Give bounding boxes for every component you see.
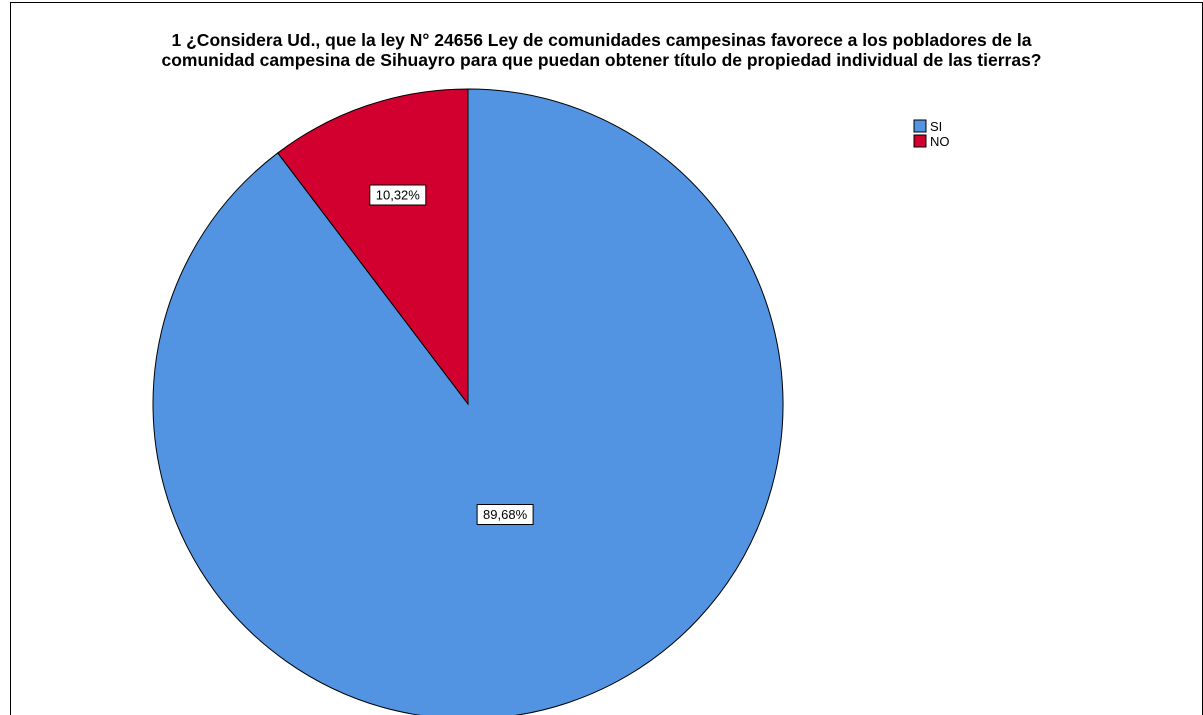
legend-item-si: SI [913,119,942,134]
legend-swatch [913,119,927,133]
data-label-box [476,504,534,525]
chart-title-line-2: comunidad campesina de Sihuayro para que… [161,50,1042,70]
data-label-box [369,184,427,206]
legend-item-no: NO [913,134,950,149]
data-label-no: 10,32% [369,184,427,206]
legend-label: SI [930,119,942,134]
chart-title: 1 ¿Considera Ud., que la ley N° 24656 Le… [0,30,1203,70]
data-label-text: 10,32% [376,188,421,203]
pie-slice-no [277,88,469,406]
pie-slices [152,88,784,715]
legend-label: NO [930,134,950,149]
legend-swatch [913,134,927,148]
pie-data-labels: 89,68% 10,32% [369,184,534,525]
pie-slice-si [152,88,784,715]
data-label-si: 89,68% [476,504,534,525]
data-label-text: 89,68% [483,507,528,522]
chart-title-line-1: 1 ¿Considera Ud., que la ley N° 24656 Le… [171,30,1032,50]
